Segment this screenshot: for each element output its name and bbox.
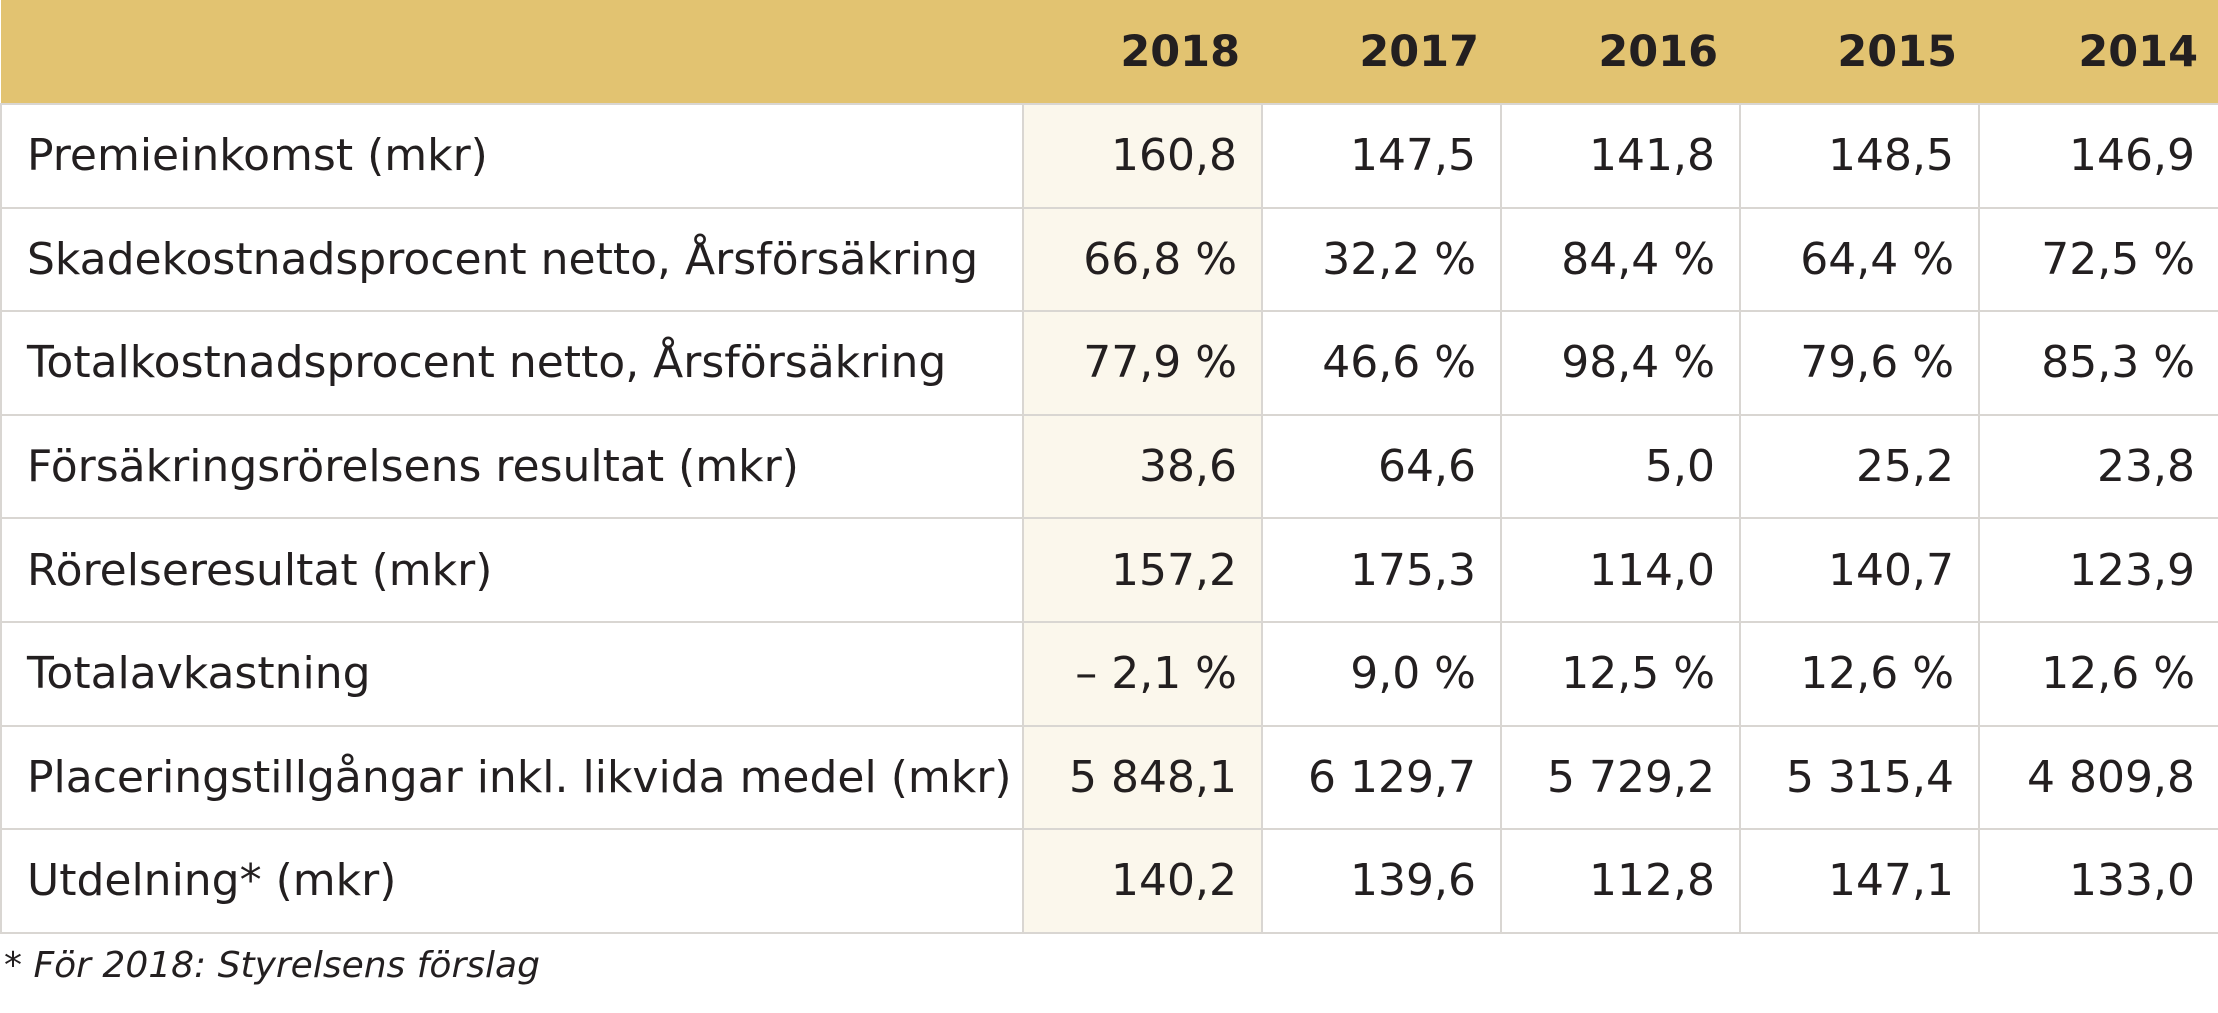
- table-cell: 64,4 %: [1739, 206, 1980, 313]
- row-label: Totalkostnadsprocent netto, Årsförsäkrin…: [0, 310, 1024, 416]
- table-cell: 5 729,2: [1500, 724, 1741, 831]
- year-header-2018: 2018: [1120, 26, 1240, 77]
- table-row: Placeringstillgångar inkl. likvida medel…: [0, 724, 2218, 831]
- row-label: Premieinkomst (mkr): [0, 103, 1024, 209]
- table-cell: 79,6 %: [1739, 310, 1980, 416]
- table-cell: 146,9: [1978, 103, 2218, 209]
- table-cell: 9,0 %: [1261, 620, 1502, 727]
- table-cell: 141,8: [1500, 103, 1741, 209]
- table-cell: 12,6 %: [1739, 620, 1980, 727]
- table-row: Rörelseresultat (mkr) 157,2 175,3 114,0 …: [0, 517, 2218, 623]
- table-cell: 32,2 %: [1261, 206, 1502, 313]
- row-label: Rörelseresultat (mkr): [0, 517, 1024, 623]
- table-cell: 98,4 %: [1500, 310, 1741, 416]
- table-cell: 46,6 %: [1261, 310, 1502, 416]
- table-cell: – 2,1 %: [1022, 620, 1263, 727]
- table-cell: 160,8: [1022, 103, 1263, 209]
- table-cell: 85,3 %: [1978, 310, 2218, 416]
- table-cell: 147,1: [1739, 828, 1980, 934]
- table-cell: 147,5: [1261, 103, 1502, 209]
- table-cell: 64,6: [1261, 413, 1502, 520]
- table-cell: 114,0: [1500, 517, 1741, 623]
- key-figures-table: 2018 2017 2016 2015 2014 Premieinkomst (…: [0, 0, 2218, 934]
- table-cell: 5 315,4: [1739, 724, 1980, 831]
- year-header-2015: 2015: [1837, 26, 1957, 77]
- table-cell: 66,8 %: [1022, 206, 1263, 313]
- header-label-cell: [1, 0, 1023, 104]
- table-cell: 133,0: [1978, 828, 2218, 934]
- table-cell: 23,8: [1978, 413, 2218, 520]
- table-cell: 6 129,7: [1261, 724, 1502, 831]
- year-header-2017: 2017: [1359, 26, 1479, 77]
- table-cell: 5,0: [1500, 413, 1741, 520]
- table-cell: 38,6: [1022, 413, 1263, 520]
- table-cell: 25,2: [1739, 413, 1980, 520]
- table-cell: 140,2: [1022, 828, 1263, 934]
- row-label: Totalavkastning: [0, 620, 1024, 727]
- year-header-2014: 2014: [2078, 26, 2198, 77]
- table-cell: 12,6 %: [1978, 620, 2218, 727]
- table-row: Premieinkomst (mkr) 160,8 147,5 141,8 14…: [0, 103, 2218, 209]
- row-label: Placeringstillgångar inkl. likvida medel…: [0, 724, 1024, 831]
- table-row: Skadekostnadsprocent netto, Årsförsäkrin…: [0, 206, 2218, 313]
- table-cell: 157,2: [1022, 517, 1263, 623]
- table-cell: 4 809,8: [1978, 724, 2218, 831]
- table-cell: 123,9: [1978, 517, 2218, 623]
- table-row: Försäkringsrörelsens resultat (mkr) 38,6…: [0, 413, 2218, 520]
- table-row: Totalavkastning – 2,1 % 9,0 % 12,5 % 12,…: [0, 620, 2218, 727]
- row-label: Utdelning* (mkr): [0, 828, 1024, 934]
- table-cell: 84,4 %: [1500, 206, 1741, 313]
- table-row: Utdelning* (mkr) 140,2 139,6 112,8 147,1…: [0, 828, 2218, 934]
- table-cell: 72,5 %: [1978, 206, 2218, 313]
- footnote: * För 2018: Styrelsens förslag: [4, 945, 540, 986]
- table-cell: 77,9 %: [1022, 310, 1263, 416]
- table-cell: 12,5 %: [1500, 620, 1741, 727]
- table-cell: 175,3: [1261, 517, 1502, 623]
- table-cell: 139,6: [1261, 828, 1502, 934]
- row-label: Försäkringsrörelsens resultat (mkr): [0, 413, 1024, 520]
- year-header-2016: 2016: [1598, 26, 1718, 77]
- table-cell: 140,7: [1739, 517, 1980, 623]
- table-cell: 148,5: [1739, 103, 1980, 209]
- table-cell: 112,8: [1500, 828, 1741, 934]
- table-cell: 5 848,1: [1022, 724, 1263, 831]
- table-row: Totalkostnadsprocent netto, Årsförsäkrin…: [0, 310, 2218, 416]
- header-row: 2018 2017 2016 2015 2014: [1, 0, 2218, 104]
- row-label: Skadekostnadsprocent netto, Årsförsäkrin…: [0, 206, 1024, 313]
